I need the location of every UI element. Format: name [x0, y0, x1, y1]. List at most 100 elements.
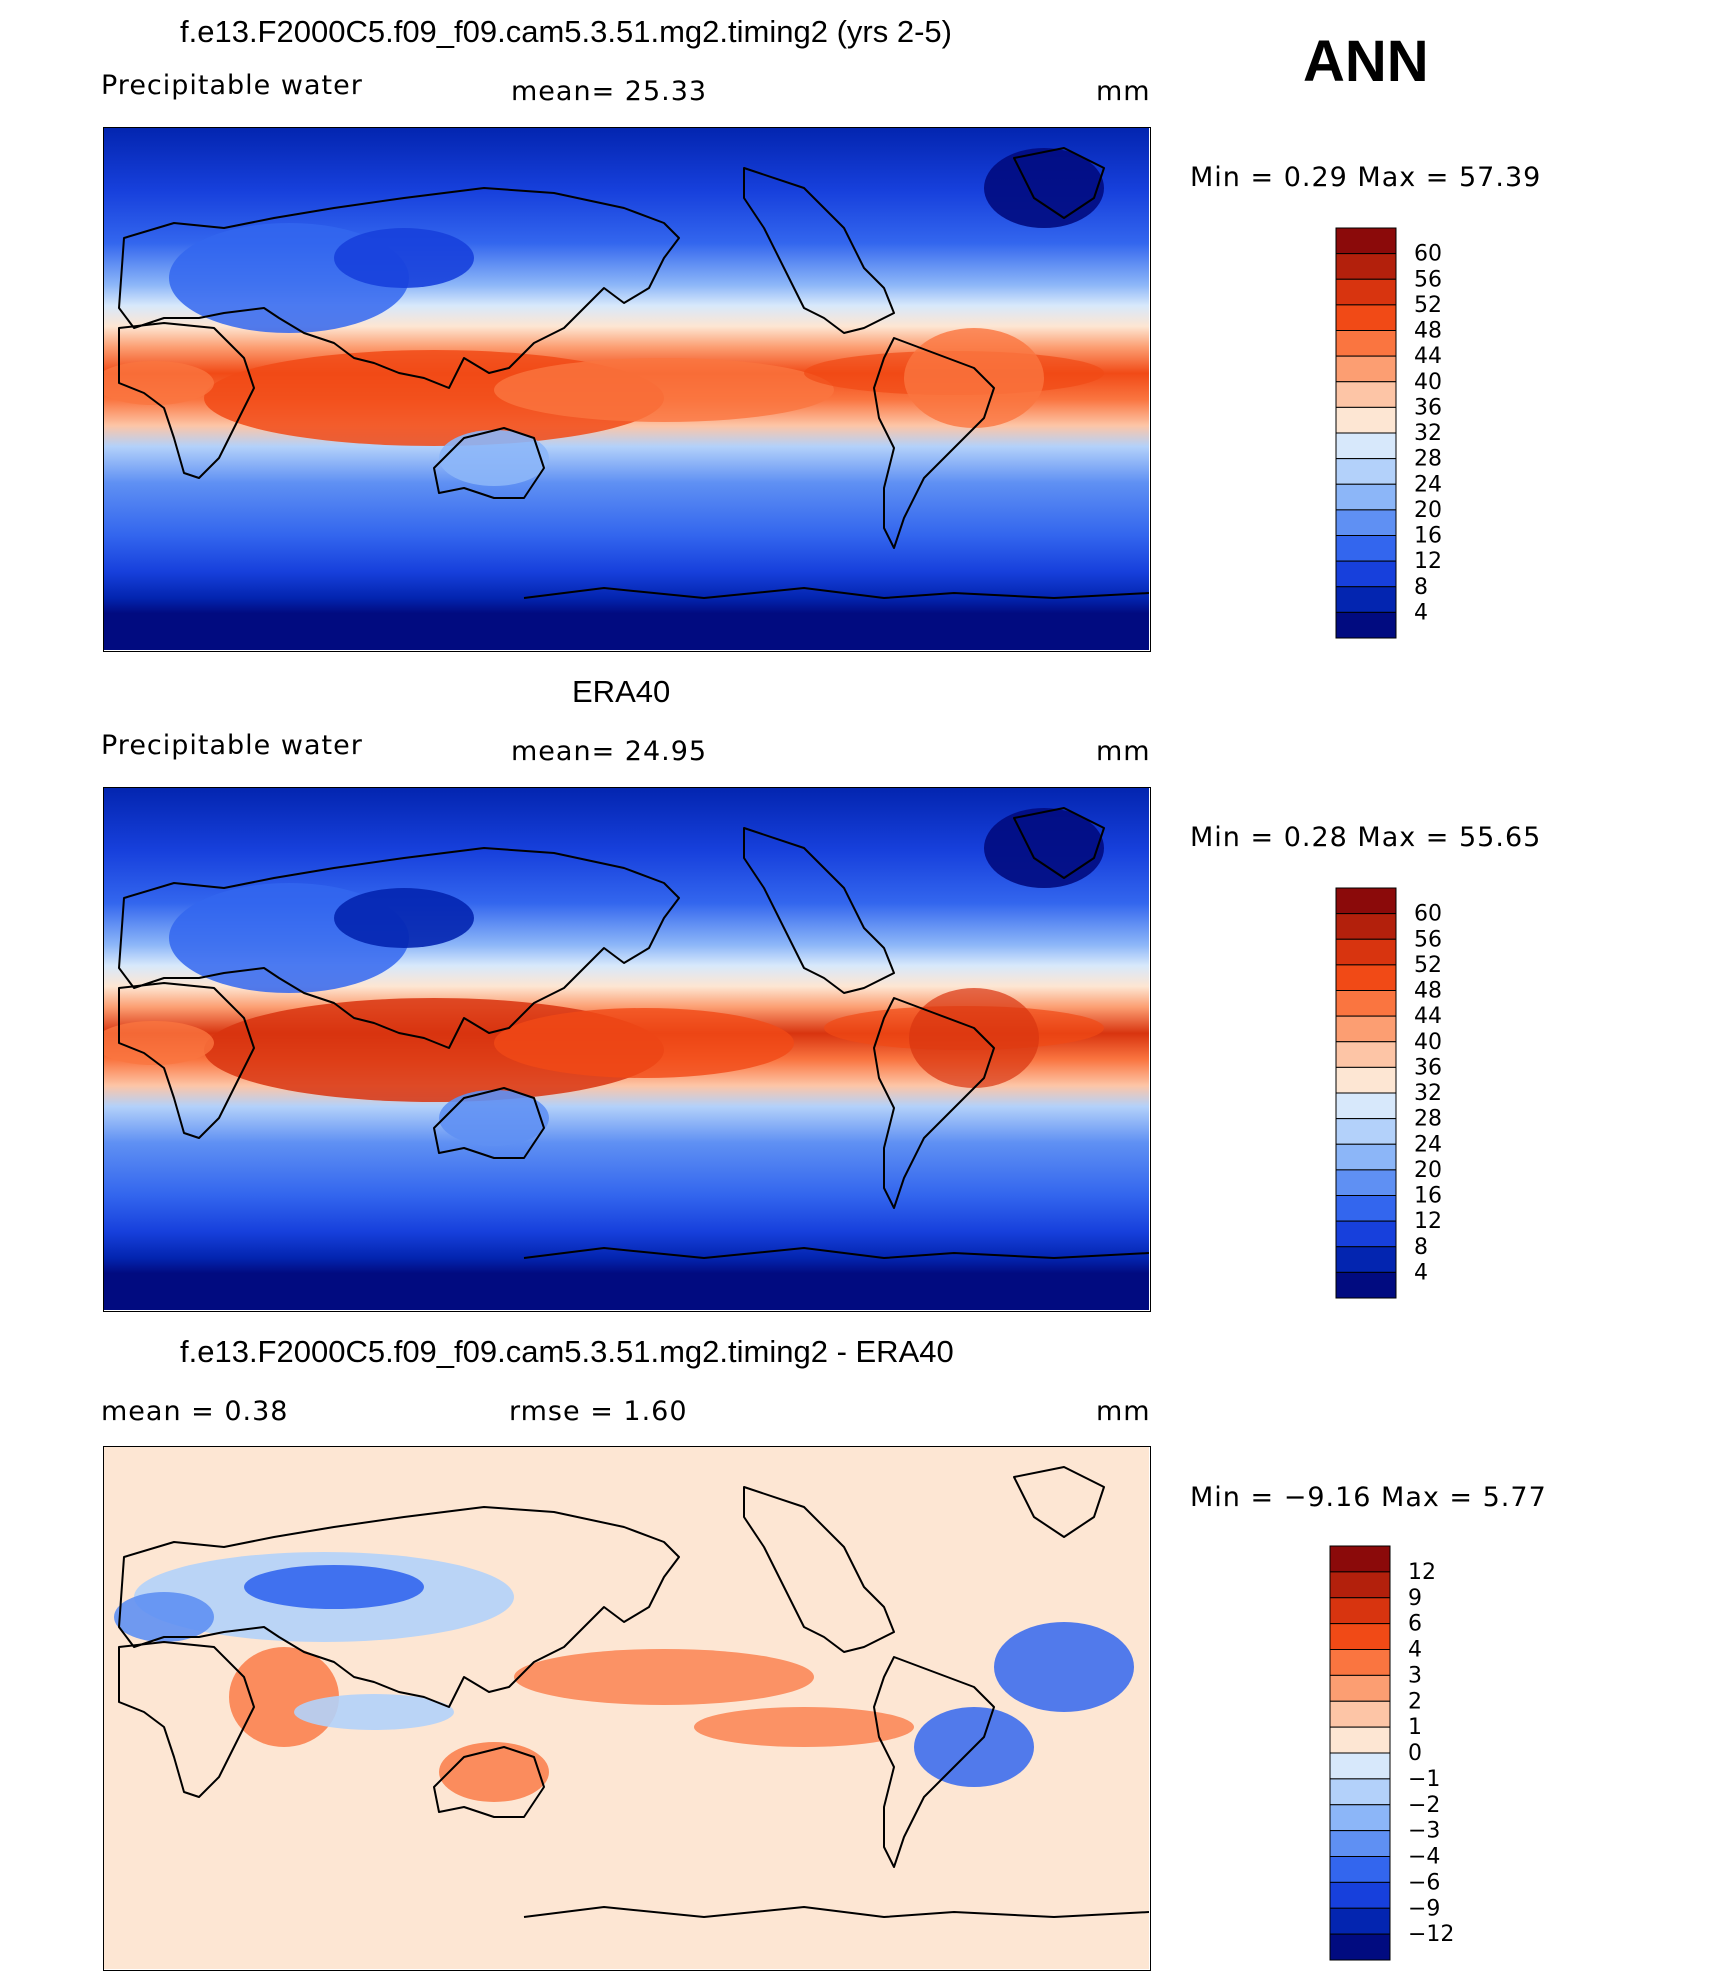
colorbar-swatch [1329, 1752, 1391, 1780]
colorbar-swatch [1329, 1804, 1391, 1832]
colorbar-swatch [1335, 509, 1397, 537]
colorbar-tick-label: 6 [1408, 1612, 1422, 1637]
colorbar-swatch [1335, 406, 1397, 434]
colorbar-swatch [1335, 483, 1397, 511]
colorbar-tick-label: 36 [1414, 395, 1442, 420]
panel-2-map-graphic [104, 788, 1149, 1310]
panel-1-colorbar: 60 56 52 48 44 40 36 32 28 24 20 16 12 8 4 [1335, 227, 1476, 643]
colorbar-swatch [1335, 1169, 1397, 1197]
colorbar-tick-label: 20 [1414, 1158, 1442, 1183]
panel-2-map [103, 787, 1151, 1312]
colorbar-swatch [1329, 1856, 1391, 1883]
colorbar-swatch [1329, 1674, 1391, 1702]
colorbar-tick-label: 1 [1408, 1715, 1422, 1740]
colorbar-tick-label: 9 [1408, 1586, 1422, 1611]
colorbar-swatch [1335, 304, 1397, 332]
colorbar-swatch [1329, 1545, 1391, 1573]
colorbar-swatch [1335, 1066, 1397, 1094]
panel-3-minmax-label: Min = −9.16 Max = 5.77 [1190, 1482, 1547, 1513]
colorbar-swatch [1335, 458, 1397, 485]
colorbar-swatch [1329, 1700, 1391, 1728]
colorbar-swatch [1335, 1118, 1397, 1145]
colorbar-swatch [1335, 1041, 1397, 1068]
panel-3-map-graphic [104, 1447, 1149, 1969]
colorbar-swatch [1335, 1015, 1397, 1043]
colorbar-swatch [1335, 913, 1397, 940]
colorbar-swatch [1335, 227, 1397, 255]
colorbar-tick-label: 8 [1414, 575, 1428, 600]
colorbar-tick-label: 48 [1414, 319, 1442, 344]
colorbar-tick-label: 44 [1414, 1004, 1442, 1029]
panel-1-map [103, 127, 1151, 652]
colorbar-tick-label: 40 [1414, 1030, 1442, 1055]
colorbar-swatch [1329, 1830, 1391, 1858]
colorbar-swatch [1335, 964, 1397, 992]
panel-1-title: f.e13.F2000C5.f09_f09.cam5.3.51.mg2.timi… [180, 14, 952, 49]
panel-2-colorbar: 60 56 52 48 44 40 36 32 28 24 20 16 12 8 4 [1335, 887, 1476, 1303]
colorbar-tick-label: 12 [1414, 549, 1442, 574]
colorbar-tick-label: 12 [1408, 1560, 1436, 1585]
colorbar-swatch [1329, 1597, 1391, 1625]
panel-1-mean-label: mean= 25.33 [511, 76, 708, 107]
colorbar-swatch [1329, 1726, 1391, 1754]
colorbar-tick-label: 28 [1414, 447, 1442, 472]
colorbar-tick-label: −1 [1408, 1767, 1440, 1792]
season-label: ANN [1303, 29, 1429, 94]
panel-1-variable-label: Precipitable water [101, 70, 363, 101]
colorbar-tick-label: 40 [1414, 370, 1442, 395]
panel-3-rmse-label: rmse = 1.60 [509, 1396, 688, 1427]
colorbar-tick-label: 20 [1414, 498, 1442, 523]
panel-3-mean-label: mean = 0.38 [101, 1396, 289, 1427]
colorbar-swatch [1329, 1623, 1391, 1651]
colorbar-tick-label: 56 [1414, 267, 1442, 292]
colorbar-swatch [1335, 1246, 1397, 1273]
colorbar-tick-label: 48 [1414, 979, 1442, 1004]
colorbar-swatch [1335, 330, 1397, 357]
colorbar-tick-label: 12 [1414, 1209, 1442, 1234]
colorbar-swatch [1329, 1907, 1391, 1935]
colorbar-tick-label: 8 [1414, 1235, 1428, 1260]
panel-2-mean-label: mean= 24.95 [511, 736, 708, 767]
panel-2-units-label: mm [1096, 736, 1151, 767]
colorbar-swatch [1329, 1571, 1391, 1599]
colorbar-swatch [1329, 1649, 1391, 1676]
colorbar-tick-label: 2 [1408, 1689, 1422, 1714]
colorbar-swatch [1335, 1271, 1397, 1299]
panel-2-title: ERA40 [572, 674, 671, 709]
colorbar-tick-label: 24 [1414, 1132, 1442, 1157]
panel-1-units-label: mm [1096, 76, 1151, 107]
colorbar-swatch [1335, 586, 1397, 613]
colorbar-tick-label: 28 [1414, 1107, 1442, 1132]
colorbar-tick-label: −9 [1408, 1896, 1440, 1921]
colorbar-tick-label: 60 [1414, 242, 1442, 267]
colorbar-tick-label: −3 [1408, 1819, 1440, 1844]
colorbar-tick-label: 52 [1414, 293, 1442, 318]
colorbar-swatch [1335, 560, 1397, 588]
colorbar-swatch [1335, 381, 1397, 408]
colorbar-swatch [1329, 1778, 1391, 1806]
panel-3-map [103, 1446, 1151, 1971]
colorbar-tick-label: 4 [1414, 1260, 1428, 1285]
colorbar-swatch [1335, 990, 1397, 1017]
panel-2-minmax-label: Min = 0.28 Max = 55.65 [1190, 822, 1542, 853]
colorbar-tick-label: 0 [1408, 1741, 1422, 1766]
colorbar-tick-label: 44 [1414, 344, 1442, 369]
colorbar-tick-label: 16 [1414, 1184, 1442, 1209]
colorbar-tick-label: 32 [1414, 421, 1442, 446]
panel-3-units-label: mm [1096, 1396, 1151, 1427]
colorbar-tick-label: 60 [1414, 902, 1442, 927]
colorbar-tick-label: −6 [1408, 1870, 1440, 1895]
colorbar-tick-label: 56 [1414, 927, 1442, 952]
colorbar-swatch [1335, 253, 1397, 280]
colorbar-swatch [1335, 432, 1397, 460]
colorbar-tick-label: 16 [1414, 524, 1442, 549]
colorbar-tick-label: 52 [1414, 953, 1442, 978]
colorbar-tick-label: 36 [1414, 1055, 1442, 1080]
panel-3-title: f.e13.F2000C5.f09_f09.cam5.3.51.mg2.timi… [180, 1334, 954, 1369]
colorbar-swatch [1329, 1881, 1391, 1909]
colorbar-swatch [1329, 1933, 1391, 1961]
colorbar-swatch [1335, 1143, 1397, 1171]
